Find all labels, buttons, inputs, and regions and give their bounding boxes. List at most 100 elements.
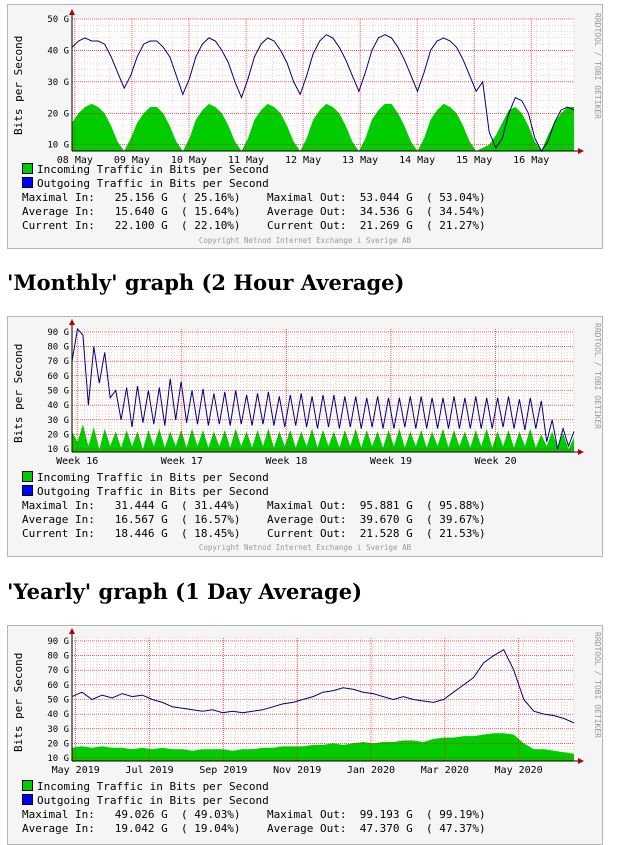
y-tick-label: 30 G bbox=[47, 78, 69, 88]
stats-cell: ( 47.37%) bbox=[426, 822, 493, 835]
stats-cell: ( 31.44%) bbox=[180, 499, 268, 512]
stats-cell: 15.640 G bbox=[108, 205, 181, 218]
weekly-graph-panel: 08 May 09 May 10 May 11 May 12 May 13 May 14 M… bbox=[7, 4, 603, 249]
weekly-chart: 08 May 09 May 10 May 11 May 12 May 13 May 14 M… bbox=[47, 9, 584, 166]
stats-cell: ( 16.57%) bbox=[180, 513, 268, 526]
stats-cell: 47.370 G bbox=[359, 822, 426, 835]
y-tick-label: 80 G bbox=[47, 652, 69, 662]
stats-cell: Maximal In: bbox=[22, 808, 109, 821]
monthly-rrdtool-credit: RRDTOOL / TOBI OETIKER bbox=[593, 323, 602, 429]
stats-cell: ( 53.04%) bbox=[426, 191, 493, 204]
monthly-chart: Week 16 Week 17 Week 18 Week 19 Week 20 10 G 2… bbox=[47, 319, 584, 467]
stats-row: Average In: 19.042 G ( 19.04%) Average O… bbox=[22, 822, 492, 836]
stats-cell: Maximal In: bbox=[22, 499, 109, 512]
x-axis-arrow-icon bbox=[578, 148, 584, 154]
stats-cell: 49.026 G bbox=[108, 808, 181, 821]
x-tick-label: 11 May bbox=[228, 155, 264, 166]
stats-cell: Average In: bbox=[22, 205, 109, 218]
stats-cell: ( 34.54%) bbox=[426, 205, 493, 218]
x-tick-label: Jul 2019 bbox=[125, 765, 173, 776]
stats-cell: ( 15.64%) bbox=[180, 205, 268, 218]
y-tick-label: 50 G bbox=[47, 696, 69, 706]
y-tick-label: 20 G bbox=[47, 739, 69, 749]
stats-row: Average In: 16.567 G ( 16.57%) Average O… bbox=[22, 513, 492, 527]
stats-row: Current In: 22.100 G ( 22.10%) Current O… bbox=[22, 219, 492, 233]
monthly-y-axis-label: Bits per Second bbox=[12, 343, 25, 443]
stats-cell: 21.528 G bbox=[359, 527, 426, 540]
x-tick-label: 08 May bbox=[57, 155, 93, 166]
stats-row: Average In: 15.640 G ( 15.64%) Average O… bbox=[22, 205, 492, 219]
x-tick-label: 16 May bbox=[513, 155, 549, 166]
yearly-stats: Maximal In: 49.026 G ( 49.03%) Maximal O… bbox=[22, 808, 492, 836]
stats-cell: Maximal Out: bbox=[267, 191, 360, 204]
y-tick-label: 90 G bbox=[47, 328, 69, 338]
x-tick-label: May 2020 bbox=[495, 765, 543, 776]
y-tick-label: 30 G bbox=[47, 725, 69, 735]
incoming-traffic-area bbox=[72, 424, 574, 452]
y-tick-label: 60 G bbox=[47, 681, 69, 691]
weekly-stats: Maximal In: 25.156 G ( 25.16%) Maximal O… bbox=[22, 191, 492, 233]
y-axis-arrow-icon bbox=[69, 628, 75, 634]
monthly-stats: Maximal In: 31.444 G ( 31.44%) Maximal O… bbox=[22, 499, 492, 541]
monthly-graph-panel: Week 16 Week 17 Week 18 Week 19 Week 20 10 G 2… bbox=[7, 316, 603, 557]
x-tick-label: May 2019 bbox=[52, 765, 100, 776]
monthly-legend-out: Outgoing Traffic in Bits per Second bbox=[22, 485, 269, 499]
x-tick-label: Week 18 bbox=[265, 456, 307, 467]
x-tick-label: Week 17 bbox=[161, 456, 203, 467]
y-tick-label: 90 G bbox=[47, 637, 69, 647]
stats-row: Maximal In: 31.444 G ( 31.44%) Maximal O… bbox=[22, 499, 492, 513]
x-tick-label: Week 16 bbox=[56, 456, 98, 467]
stats-cell: ( 22.10%) bbox=[180, 219, 268, 232]
incoming-swatch-icon bbox=[22, 780, 33, 791]
stats-cell: 19.042 G bbox=[108, 822, 181, 835]
stats-cell: 99.193 G bbox=[359, 808, 426, 821]
stats-cell: Average In: bbox=[22, 822, 109, 835]
x-tick-label: Jan 2020 bbox=[347, 765, 395, 776]
y-tick-label: 30 G bbox=[47, 416, 69, 426]
x-tick-label: Week 19 bbox=[370, 456, 412, 467]
outgoing-swatch-icon bbox=[22, 794, 33, 805]
y-tick-label: 50 G bbox=[47, 15, 69, 25]
x-tick-label: 13 May bbox=[342, 155, 378, 166]
x-tick-label: 12 May bbox=[285, 155, 321, 166]
y-tick-label: 40 G bbox=[47, 46, 69, 56]
stats-cell: 16.567 G bbox=[108, 513, 181, 526]
stats-cell: Average Out: bbox=[267, 822, 360, 835]
yearly-chart: May 2019 Jul 2019 Sep 2019 Nov 2019 Jan 2020… bbox=[47, 628, 584, 776]
stats-cell: Maximal Out: bbox=[267, 499, 360, 512]
y-tick-label: 10 G bbox=[47, 754, 69, 764]
y-tick-label: 10 G bbox=[47, 445, 69, 455]
incoming-swatch-icon bbox=[22, 163, 33, 174]
x-tick-label: 09 May bbox=[114, 155, 150, 166]
yearly-y-axis-label: Bits per Second bbox=[12, 652, 25, 752]
stats-cell: Average Out: bbox=[267, 513, 360, 526]
yearly-legend-out: Outgoing Traffic in Bits per Second bbox=[22, 794, 269, 808]
monthly-copyright: Copyright Netnod Internet Exchange i Sve… bbox=[198, 543, 412, 552]
stats-cell: 95.881 G bbox=[359, 499, 426, 512]
weekly-legend-out: Outgoing Traffic in Bits per Second bbox=[22, 177, 269, 191]
stats-cell: ( 18.45%) bbox=[180, 527, 268, 540]
stats-cell: Average In: bbox=[22, 513, 109, 526]
stats-cell: Current In: bbox=[22, 219, 109, 232]
y-tick-label: 40 G bbox=[47, 710, 69, 720]
stats-row: Maximal In: 49.026 G ( 49.03%) Maximal O… bbox=[22, 808, 492, 822]
x-tick-label: Sep 2019 bbox=[199, 765, 247, 776]
stats-cell: Average Out: bbox=[267, 205, 360, 218]
x-tick-label: 15 May bbox=[456, 155, 492, 166]
incoming-traffic-area bbox=[72, 103, 574, 151]
outgoing-swatch-icon bbox=[22, 485, 33, 496]
monthly-heading: 'Monthly' graph (2 Hour Average) bbox=[7, 270, 405, 295]
stats-cell: ( 39.67%) bbox=[426, 513, 493, 526]
y-tick-label: 50 G bbox=[47, 387, 69, 397]
y-tick-label: 20 G bbox=[47, 109, 69, 119]
stats-cell: ( 19.04%) bbox=[180, 822, 268, 835]
stats-cell: Current Out: bbox=[267, 219, 360, 232]
stats-cell: 53.044 G bbox=[359, 191, 426, 204]
stats-cell: ( 49.03%) bbox=[180, 808, 268, 821]
y-tick-label: 70 G bbox=[47, 666, 69, 676]
stats-cell: 18.446 G bbox=[108, 527, 181, 540]
incoming-swatch-icon bbox=[22, 471, 33, 482]
outgoing-traffic-line bbox=[71, 648, 575, 724]
outgoing-swatch-icon bbox=[22, 177, 33, 188]
y-tick-label: 60 G bbox=[47, 372, 69, 382]
